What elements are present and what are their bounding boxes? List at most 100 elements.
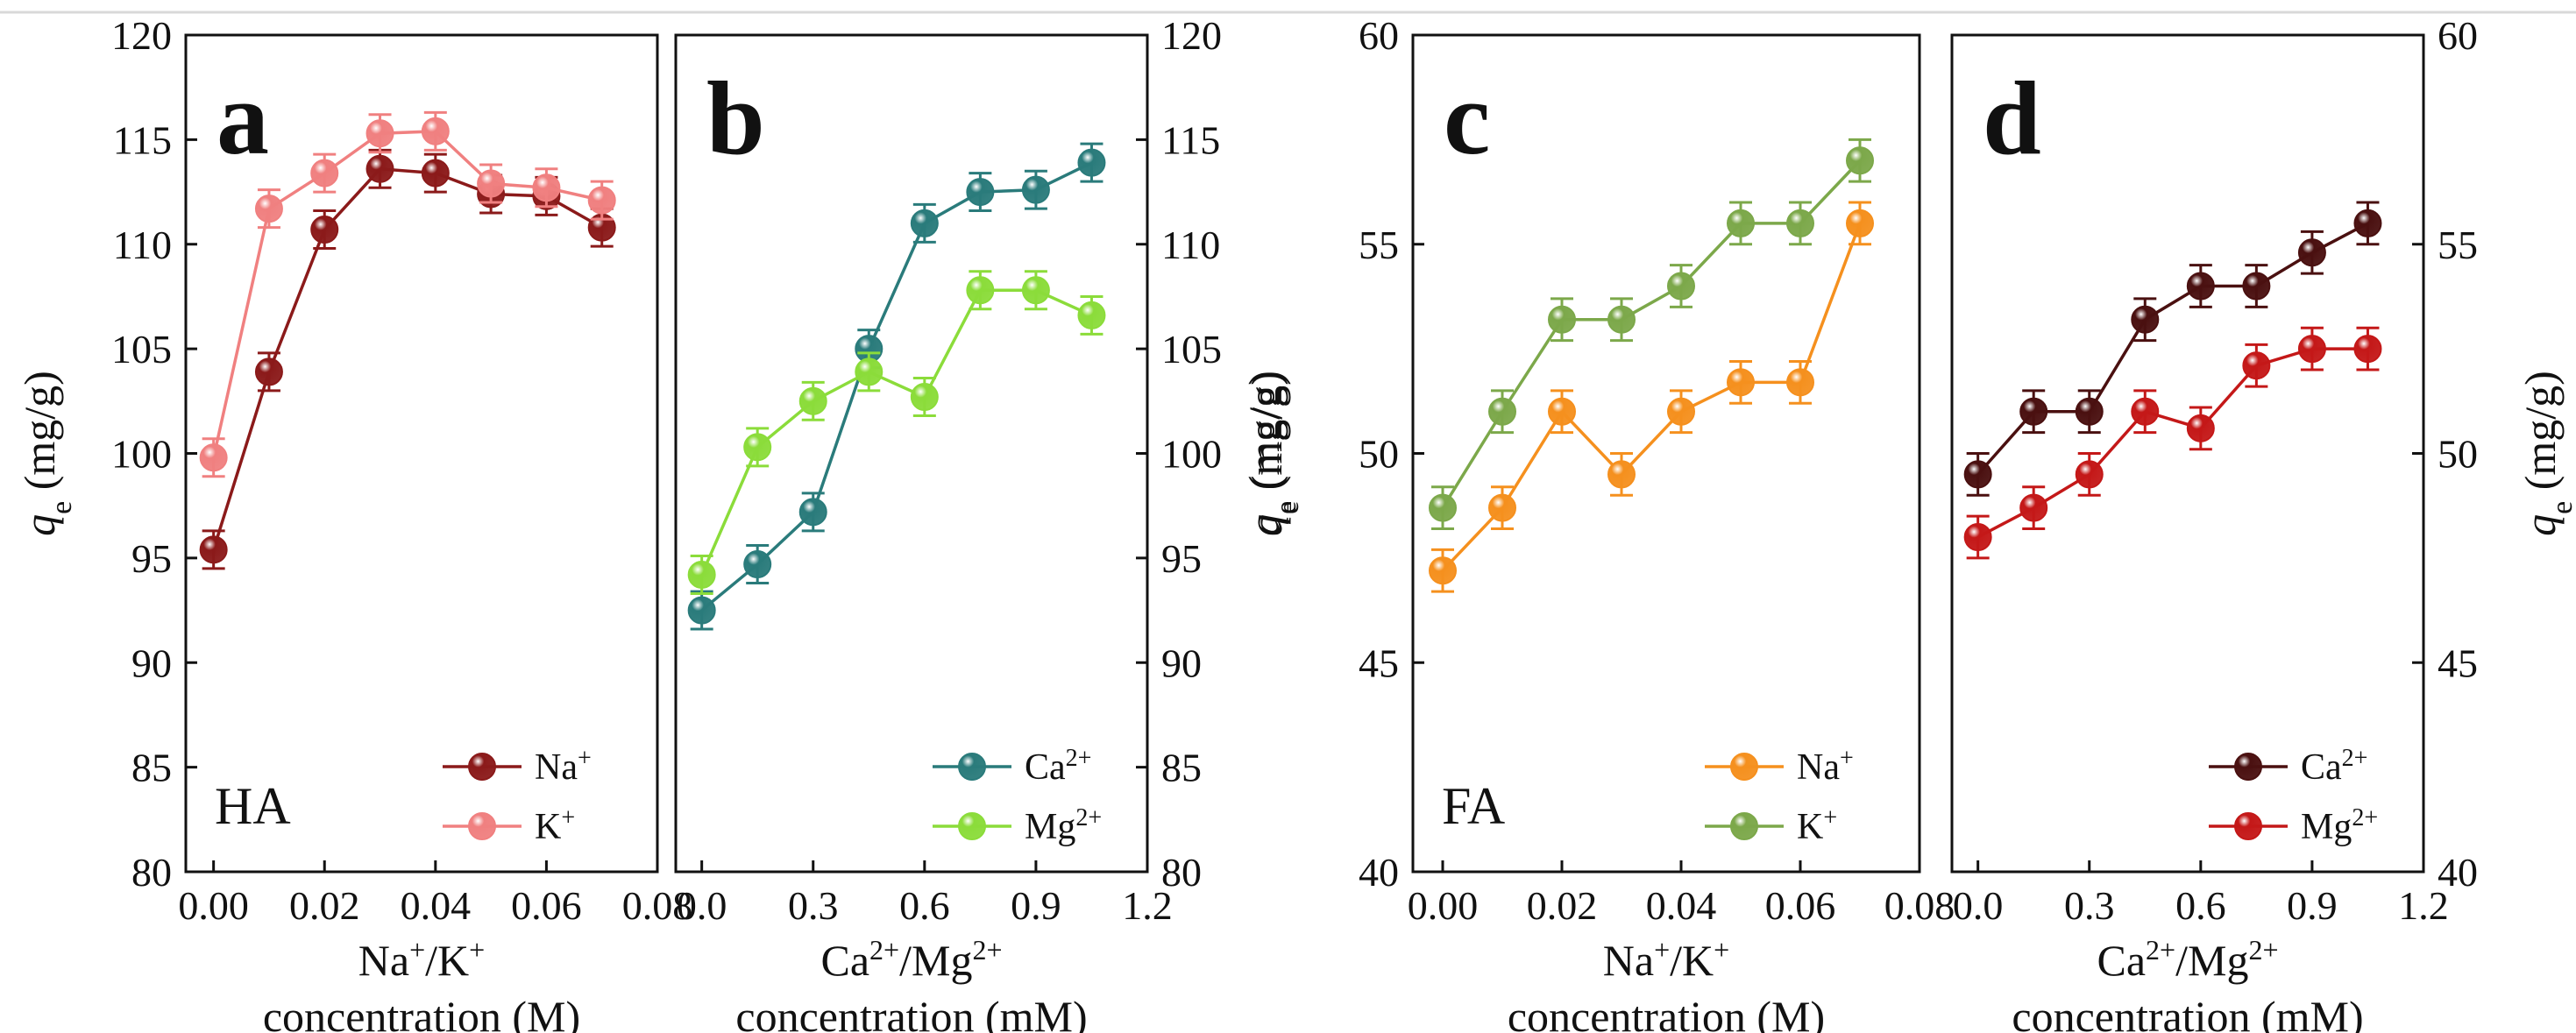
- x-tick-label: 0.06: [511, 883, 582, 928]
- data-point: [855, 357, 884, 386]
- series-ca: [1963, 201, 2382, 497]
- data-point: [365, 154, 394, 183]
- series-line: [700, 161, 1093, 612]
- legend-marker: [1730, 753, 1758, 781]
- data-point: [587, 186, 616, 215]
- data-point: [421, 117, 450, 145]
- legend-label: K+: [1797, 804, 1837, 848]
- sample-label: HA: [215, 777, 291, 835]
- data-point: [421, 159, 450, 187]
- data-point: [966, 276, 995, 305]
- data-point: [365, 119, 394, 148]
- y-tick-label: 105: [111, 327, 172, 371]
- panel-letter: a: [216, 60, 269, 176]
- data-point: [2075, 460, 2104, 489]
- legend-label: Ca2+: [1025, 745, 1091, 789]
- y-tick-label: 90: [1161, 640, 1202, 685]
- y-tick-label: 55: [1359, 223, 1399, 267]
- data-point: [1429, 556, 1457, 585]
- data-point: [2297, 238, 2326, 267]
- data-point: [2019, 493, 2048, 522]
- data-point: [2242, 272, 2271, 301]
- data-point: [1846, 146, 1874, 175]
- data-point: [199, 443, 228, 472]
- data-point: [1021, 276, 1050, 305]
- y-tick-label: 45: [1359, 640, 1399, 685]
- y-tick-label: 50: [1359, 432, 1399, 477]
- x-axis-label-line2: concentration (mM): [2012, 992, 2363, 1033]
- x-tick-label: 0.04: [1646, 883, 1717, 928]
- y-axis-label: qe (mg/g): [15, 371, 78, 536]
- y-tick-label: 80: [1161, 850, 1202, 895]
- x-axis-label: Na+/K+: [358, 934, 485, 985]
- sample-label: FA: [1442, 777, 1505, 835]
- legend-label: K+: [535, 804, 575, 848]
- y-axis-label: qe (mg/g): [2516, 371, 2576, 536]
- x-tick-label: 0.0: [1953, 883, 2004, 928]
- x-tick-label: 1.2: [1122, 883, 1173, 928]
- x-tick-label: 0.3: [788, 883, 839, 928]
- data-point: [743, 550, 772, 579]
- data-point: [1021, 175, 1050, 204]
- legend-marker: [958, 812, 986, 840]
- data-point: [1607, 460, 1636, 489]
- data-point: [2131, 397, 2160, 426]
- legend-marker: [2234, 753, 2262, 781]
- legend-marker: [468, 753, 496, 781]
- data-point: [2186, 272, 2215, 301]
- y-tick-label: 50: [2438, 432, 2478, 477]
- data-point: [1488, 397, 1516, 426]
- y-tick-label: 85: [1161, 746, 1202, 790]
- data-point: [687, 560, 716, 589]
- y-tick-label: 40: [2438, 850, 2478, 895]
- data-point: [1727, 209, 1755, 237]
- y-tick-label: 120: [1161, 13, 1222, 58]
- x-tick-label: 0.3: [2064, 883, 2115, 928]
- y-tick-label: 85: [131, 746, 172, 790]
- data-point: [1963, 460, 1992, 489]
- x-tick-label: 0.9: [2287, 883, 2338, 928]
- y-axis-label: qe (mg/g): [1242, 371, 1305, 536]
- x-tick-label: 0.08: [622, 883, 693, 928]
- data-point: [254, 357, 283, 386]
- data-point: [532, 173, 561, 202]
- series-k: [1429, 138, 1874, 530]
- panel-d: 40 45 50 55 60 0.0 0.3 0.6 0.9 1.2 Ca2+/Mg2+ concen…: [1950, 13, 2576, 1033]
- y-tick-label: 100: [1161, 432, 1222, 477]
- data-point: [1548, 305, 1576, 334]
- series-mg: [687, 270, 1106, 595]
- y-tick-label: 60: [1359, 13, 1399, 58]
- y-tick-label: 95: [131, 536, 172, 581]
- data-point: [798, 386, 827, 415]
- data-point: [1786, 209, 1814, 237]
- data-point: [310, 216, 339, 244]
- data-point: [2353, 209, 2382, 237]
- data-point: [798, 498, 827, 527]
- series-na: [1429, 201, 1874, 593]
- data-point: [910, 209, 939, 237]
- data-point: [1727, 368, 1755, 397]
- x-tick-label: 0.02: [289, 883, 360, 928]
- x-axis-label-line2: concentration (mM): [735, 992, 1087, 1033]
- data-point: [966, 178, 995, 207]
- x-tick-label: 0.02: [1527, 883, 1598, 928]
- legend-marker: [2234, 812, 2262, 840]
- y-axis-label: qe (mg/g): [1239, 371, 1302, 536]
- x-tick-label: 0.00: [178, 883, 249, 928]
- data-point: [1429, 493, 1457, 522]
- data-point: [310, 159, 339, 187]
- data-point: [910, 383, 939, 412]
- series-mg: [1963, 326, 2382, 560]
- data-point: [2186, 414, 2215, 442]
- data-point: [2075, 397, 2104, 426]
- data-point: [1667, 272, 1695, 301]
- data-point: [743, 433, 772, 462]
- y-tick-label: 115: [1161, 117, 1220, 162]
- x-tick-label: 0.9: [1011, 883, 1061, 928]
- x-axis-label: Na+/K+: [1603, 934, 1729, 985]
- series-ca: [687, 142, 1106, 631]
- x-tick-label: 0.6: [899, 883, 950, 928]
- series-k: [199, 110, 616, 478]
- data-point: [2242, 351, 2271, 380]
- data-point: [199, 535, 228, 564]
